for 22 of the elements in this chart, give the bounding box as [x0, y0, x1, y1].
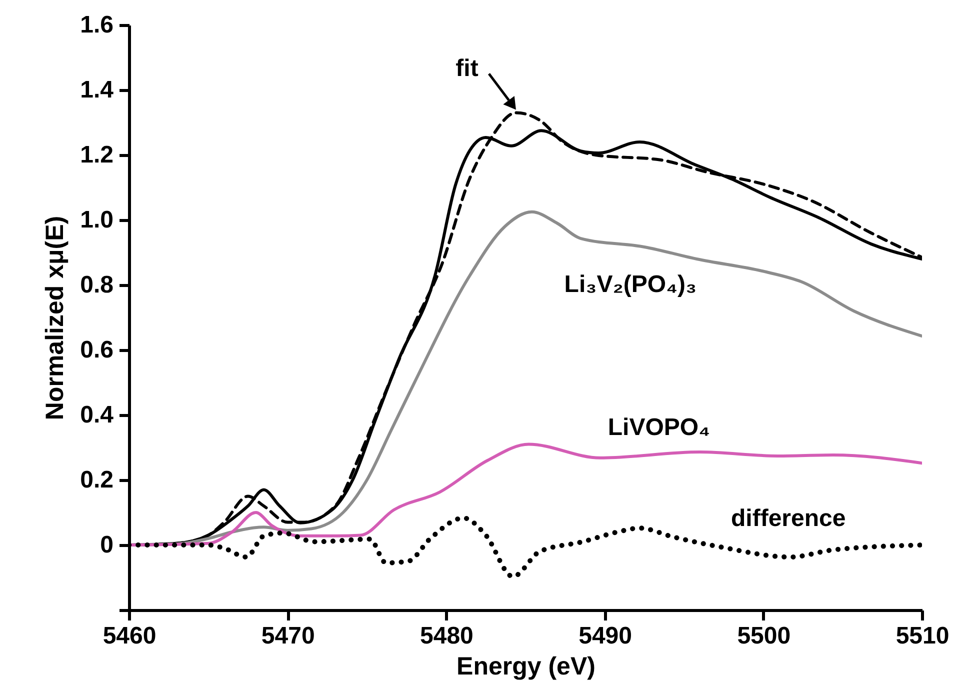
x-tick-label: 5460 — [102, 622, 156, 650]
y-tick-label: 1.4 — [80, 76, 114, 104]
series-label: Li₃V₂(PO₄)₃ — [564, 270, 697, 298]
x-tick-label: 5490 — [578, 622, 632, 650]
x-axis-title: Energy (eV) — [456, 652, 596, 680]
x-tick-label: 5470 — [261, 622, 315, 650]
x-tick-label: 5510 — [896, 622, 950, 650]
y-tick-label: 1.6 — [80, 12, 114, 38]
y-tick-label: 0.2 — [80, 466, 114, 494]
y-tick-label: 0.8 — [80, 272, 114, 298]
y-tick-label: 1.2 — [80, 142, 114, 168]
y-tick-label: 0.6 — [80, 336, 114, 364]
line-series — [129, 442, 922, 546]
x-tick-label: 5500 — [737, 622, 791, 650]
x-tick-label: 5480 — [420, 622, 474, 650]
y-tick-label: 1.0 — [80, 206, 114, 234]
series-label: difference — [731, 505, 846, 532]
y-axis-title: Normalized xμ(E) — [41, 216, 70, 420]
y-tick-label: 0.4 — [80, 402, 114, 428]
series-label: LiVOPO₄ — [608, 414, 710, 442]
y-tick-label: 0 — [100, 532, 114, 558]
series-label: fit — [456, 54, 478, 82]
